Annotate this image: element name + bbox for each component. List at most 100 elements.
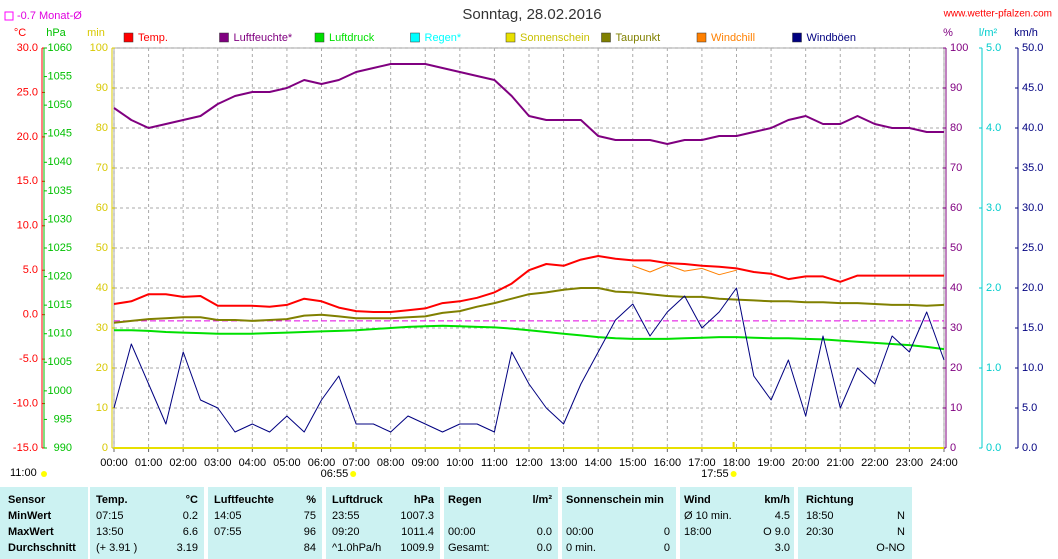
table-cell: 75 [304,510,316,522]
y-tick-label: 10 [96,402,108,414]
x-tick-label: 09:00 [411,457,439,469]
table-cell: 0.0 [537,526,552,538]
table-cell: 0 [664,526,670,538]
legend-swatch [123,32,134,43]
y-tick-label: 40 [950,282,962,294]
y-tick-label: 3.0 [986,202,1001,214]
y-tick-label: 40 [96,282,108,294]
y-tick-label: 1040 [48,156,72,168]
table-cell: 0.2 [183,510,198,522]
y-tick-label: 2.0 [986,282,1001,294]
legend-swatch [410,32,420,43]
y-tick-label: 25.0 [17,86,38,98]
sun-icon [730,471,737,477]
table-cell: Regen [448,494,482,506]
table-cell: Sensor [8,494,46,506]
x-tick-label: 18:00 [723,457,751,469]
table-cell: 13:50 [96,526,124,538]
x-tick-label: 03:00 [204,457,232,469]
legend-label: Temp. [138,32,168,44]
table-block [208,487,322,559]
table-cell: Temp. [96,494,128,506]
table-cell: N [897,526,905,538]
daylight: 11:00 [10,467,37,479]
table-block [562,487,676,559]
y-tick-label: 0.0 [23,309,38,321]
table-cell: 3.19 [177,542,198,554]
month-avg-label: -0.7 Monat-Ø [17,10,82,22]
axis-unit: min [87,27,105,39]
source: www.wetter-pfalzen.com [943,9,1052,20]
table-cell: MaxWert [8,526,54,538]
y-tick-label: 35.0 [1022,162,1043,174]
table-cell: 3.0 [775,542,790,554]
y-tick-label: 15.0 [17,175,38,187]
table-cell: (+ 3.91 ) [96,542,137,554]
table-cell: l/m² [532,494,552,506]
y-tick-label: -5.0 [19,353,38,365]
table-cell: 84 [304,542,316,554]
y-tick-label: 1000 [48,385,72,397]
axis-unit: % [943,27,953,39]
table-cell: 09:20 [332,526,360,538]
y-tick-label: 30 [950,322,962,334]
series-line [113,287,945,433]
table-block [680,487,794,559]
x-tick-label: 22:00 [861,457,889,469]
table-cell: O 9.0 [763,526,790,538]
y-tick-label: 80 [96,122,108,134]
x-tick-label: 04:00 [239,457,267,469]
y-tick-label: 1035 [48,185,72,197]
y-tick-label: 0 [950,442,956,454]
table-cell: 0.0 [537,542,552,554]
table-cell: Durchschnitt [8,542,76,554]
legend-swatch [601,32,611,43]
table-cell: Luftdruck [332,494,384,506]
y-tick-label: 10.0 [17,220,38,232]
y-tick-label: 1055 [48,70,72,82]
y-tick-label: 4.0 [986,122,1001,134]
series-line [632,264,737,276]
y-tick-label: 20 [950,362,962,374]
table-cell: 1009.9 [400,542,434,554]
table-block [444,487,558,559]
table-cell: 07:15 [96,510,124,522]
table-cell: O-NO [876,542,905,554]
y-tick-label: 0 [102,442,108,454]
y-tick-label: 100 [950,42,968,54]
legend-label: Taupunkt [616,32,661,44]
table-cell: 1007.3 [400,510,434,522]
y-tick-label: 20.0 [17,131,38,143]
table-cell: 00:00 [566,526,594,538]
legend-label: Luftdruck [329,32,375,44]
legend-swatch [696,32,707,43]
y-tick-label: 50 [950,242,962,254]
y-tick-label: 5.0 [23,264,38,276]
table-cell: ^1.0hPa/h [332,542,381,554]
y-tick-label: 1030 [48,213,72,225]
y-tick-label: 20.0 [1022,282,1043,294]
table-cell: 07:55 [214,526,242,538]
table-cell: 18:50 [806,510,834,522]
x-tick-label: 10:00 [446,457,474,469]
y-tick-label: 45.0 [1022,82,1043,94]
y-tick-label: 90 [96,82,108,94]
y-tick-label: 30.0 [17,42,38,54]
table-block [0,487,88,559]
y-tick-label: 70 [950,162,962,174]
series-line [113,287,945,324]
table-cell: 1011.4 [401,526,434,538]
month-avg-box [4,11,14,21]
series-line [114,324,945,351]
y-tick-label: 1025 [48,242,72,254]
legend-swatch [792,32,802,43]
y-tick-label: 995 [54,413,72,425]
x-tick-label: 17:00 [688,457,716,469]
table-cell: N [897,510,905,522]
legend-swatch [505,32,516,43]
sun-icon [350,471,357,477]
table-cell: hPa [414,494,435,506]
legend-swatch [314,32,325,43]
table-cell: 4.5 [775,510,790,522]
